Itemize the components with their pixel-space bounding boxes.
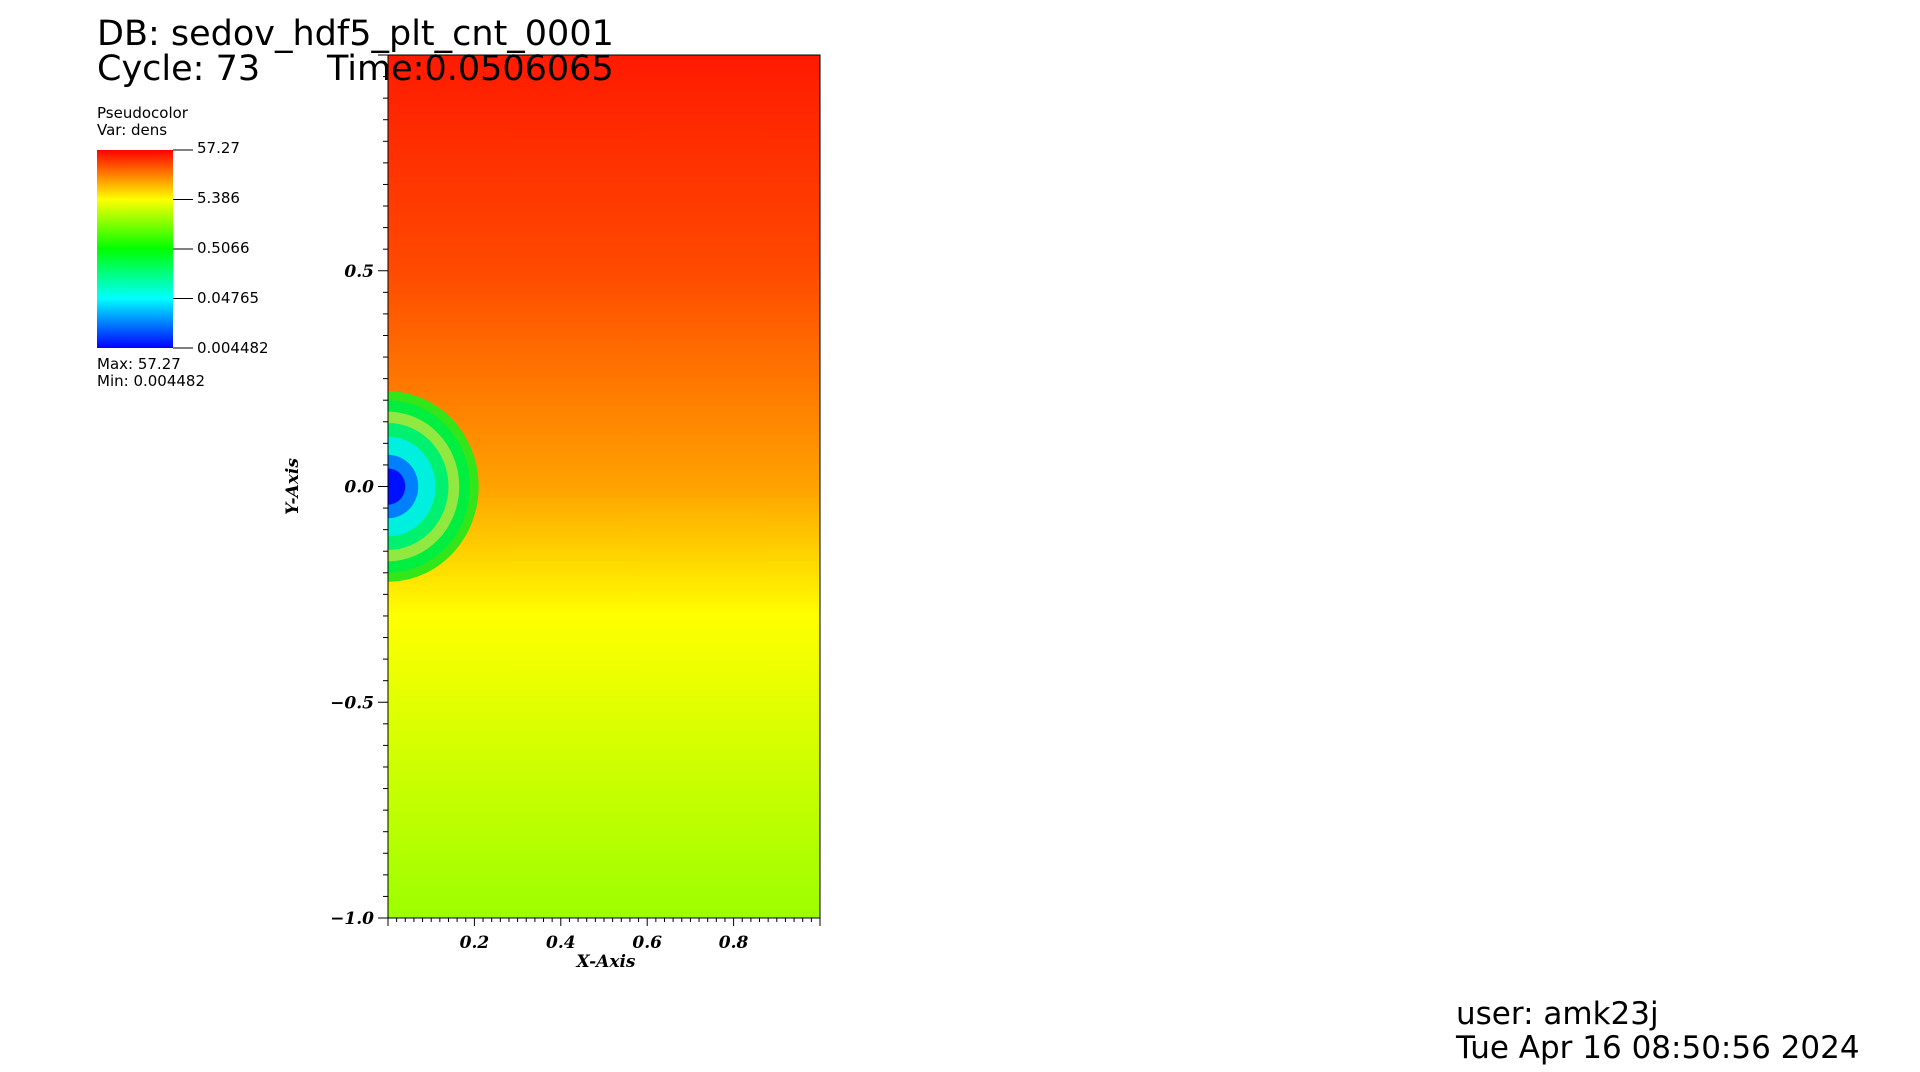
- legend-colorbar-bar: [97, 150, 173, 348]
- y-tick-label: 0.0: [344, 478, 374, 498]
- legend-variable: Var: dens: [97, 121, 168, 139]
- density-field: [388, 55, 820, 918]
- legend-plot-type: Pseudocolor: [97, 104, 188, 122]
- y-axis-title: Y-Axis: [283, 458, 303, 515]
- axes: 0.5 0.0 −0.5 −1.0 0.2 0.4 0.6 0.8 X-Axis Y-Axis: [283, 54, 821, 972]
- date-label: Tue Apr 16 08:50:56 2024: [1456, 1030, 1860, 1066]
- x-tick-label: 0.6: [632, 933, 662, 953]
- user-label: user: amk23j: [1456, 996, 1659, 1032]
- database-label: DB: sedov_hdf5_plt_cnt_0001: [97, 14, 614, 54]
- legend-min: Min: 0.004482: [97, 372, 206, 390]
- x-tick-label: 0.4: [546, 933, 576, 953]
- blast-wave: [388, 391, 479, 582]
- legend-tick-label: 0.004482: [197, 339, 269, 357]
- legend-tick-label: 5.386: [197, 189, 240, 207]
- legend-tick-label: 0.5066: [197, 239, 250, 257]
- y-tick-label: −1.0: [330, 909, 374, 929]
- time-label: Time:0.0506065: [327, 49, 614, 89]
- legend-tick-label: 0.04765: [197, 289, 260, 307]
- y-tick-label: 0.5: [344, 262, 374, 282]
- legend-tick-label: 57.27: [197, 139, 240, 157]
- x-tick-label: 0.2: [460, 933, 490, 953]
- legend-max: Max: 57.27: [97, 355, 181, 373]
- x-tick-label: 0.8: [719, 933, 749, 953]
- y-tick-label: −0.5: [330, 693, 374, 713]
- cycle-label: Cycle: 73: [97, 49, 261, 89]
- legend-colorbar: [97, 149, 193, 349]
- blast-ring: [388, 468, 406, 505]
- x-axis-title: X-Axis: [576, 952, 636, 972]
